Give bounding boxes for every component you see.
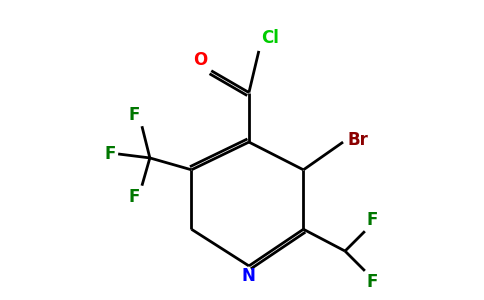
- Text: F: F: [129, 188, 140, 206]
- Text: F: F: [129, 106, 140, 124]
- Text: N: N: [242, 267, 256, 285]
- Text: Cl: Cl: [261, 29, 279, 47]
- Text: F: F: [105, 145, 116, 163]
- Text: O: O: [193, 51, 207, 69]
- Text: F: F: [367, 273, 378, 291]
- Text: F: F: [367, 211, 378, 229]
- Text: Br: Br: [347, 131, 368, 149]
